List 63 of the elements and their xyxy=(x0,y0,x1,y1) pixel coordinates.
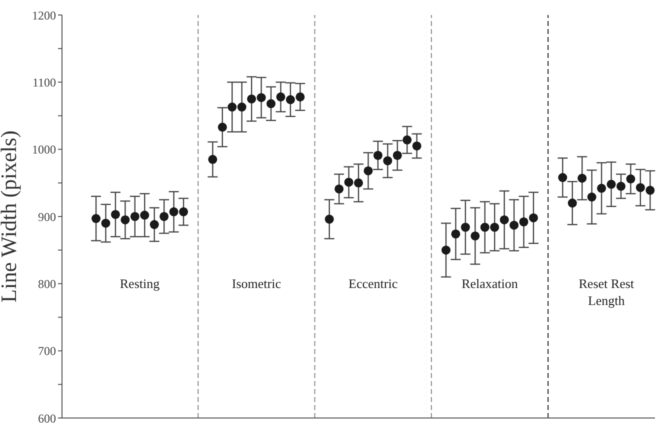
point xyxy=(383,156,392,166)
point xyxy=(130,212,140,222)
point xyxy=(296,92,305,102)
annotation: Resting xyxy=(118,275,161,292)
annotation: Isometric xyxy=(230,275,282,292)
point xyxy=(160,212,169,222)
point xyxy=(500,215,509,224)
point xyxy=(392,150,402,160)
point xyxy=(150,220,159,230)
point xyxy=(208,154,218,164)
point xyxy=(373,150,382,160)
point xyxy=(169,207,178,216)
point xyxy=(218,122,227,132)
point xyxy=(110,210,120,219)
point xyxy=(276,92,286,102)
point xyxy=(344,178,354,187)
point xyxy=(228,102,237,112)
y-tick-label: 1200 xyxy=(32,8,56,22)
y-tick-label: 700 xyxy=(38,344,56,358)
point xyxy=(402,135,412,144)
point xyxy=(528,213,538,222)
point xyxy=(237,102,246,112)
point xyxy=(470,231,480,240)
point xyxy=(247,94,256,104)
point xyxy=(451,229,460,238)
y-tick-label: 1000 xyxy=(32,142,56,157)
point xyxy=(441,246,451,255)
point xyxy=(120,215,130,224)
point xyxy=(412,141,422,150)
point xyxy=(480,222,490,232)
point xyxy=(286,95,295,104)
point xyxy=(140,210,150,220)
y-tick-label: 900 xyxy=(38,210,56,224)
point xyxy=(616,182,626,191)
annotation: Reset Rest Length xyxy=(578,275,636,309)
point xyxy=(490,222,500,232)
y-axis-title: Line Width (pixels) xyxy=(0,130,21,303)
point xyxy=(587,192,596,202)
point xyxy=(606,180,616,189)
point xyxy=(354,178,364,188)
point xyxy=(568,198,577,208)
annotation: Relaxation xyxy=(460,275,519,292)
point xyxy=(334,184,344,194)
point xyxy=(510,220,519,230)
point xyxy=(179,207,188,216)
y-tick-label: 600 xyxy=(38,411,56,423)
point xyxy=(364,166,373,176)
point xyxy=(646,186,655,195)
point xyxy=(324,214,334,224)
point xyxy=(101,218,110,228)
point xyxy=(626,174,636,184)
point xyxy=(266,99,276,108)
point xyxy=(519,217,528,226)
point xyxy=(558,173,568,182)
point xyxy=(92,214,101,224)
point xyxy=(578,174,587,183)
point xyxy=(460,222,470,232)
annotation: Eccentric xyxy=(348,275,399,292)
y-tick-label: 1100 xyxy=(32,75,56,90)
point xyxy=(597,184,606,193)
point xyxy=(636,183,645,192)
y-tick-label: 800 xyxy=(38,276,56,291)
point xyxy=(256,93,266,102)
